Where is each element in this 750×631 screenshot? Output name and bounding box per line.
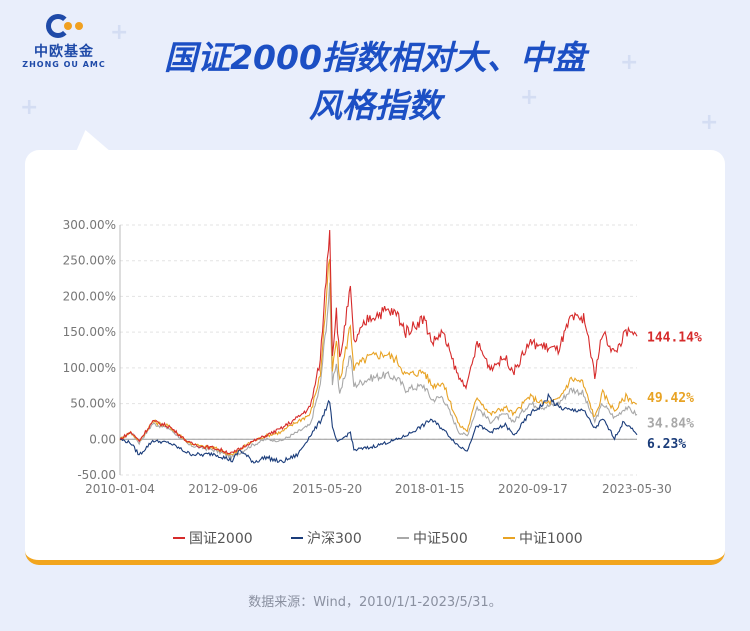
series-end-label-4: 49.42% <box>647 391 694 406</box>
legend-label-4: 中证1000 <box>519 531 583 547</box>
y-tick-label: -50.00 <box>77 468 116 482</box>
series-end-label-3: 34.84% <box>647 416 694 431</box>
logo-name-cn: 中欧基金 <box>34 44 94 60</box>
series-end-label-2: 6.23% <box>647 437 686 452</box>
legend-label-1: 国证2000 <box>189 531 253 547</box>
series-line-4 <box>119 259 638 456</box>
page-title-line1: 国证2000指数相对大、中盘 <box>164 38 586 77</box>
background-cross-decoration: + <box>520 85 539 110</box>
x-tick-label: 2012-09-06 <box>188 482 258 496</box>
legend-label-2: 沪深300 <box>307 531 362 547</box>
x-tick-label: 2015-05-20 <box>292 482 362 496</box>
page-title-line2: 风格指数 <box>309 86 441 125</box>
x-tick-label: 2020-09-17 <box>498 482 568 496</box>
logo-name-en: ZHONG OU AMC <box>22 60 106 69</box>
series-end-label-1: 144.14% <box>647 330 702 345</box>
y-tick-label: 250.00% <box>63 254 116 268</box>
y-tick-label: 200.00% <box>63 289 116 303</box>
series-line-2 <box>119 392 638 464</box>
data-source-note: 数据来源：Wind，2010/1/1-2023/5/31。 <box>248 595 502 610</box>
x-tick-label: 2018-01-15 <box>395 482 465 496</box>
background-cross-decoration: + <box>620 50 639 75</box>
legend-label-3: 中证500 <box>413 531 468 547</box>
line-chart: 300.00% 250.00% 200.00% 150.00% 100.00% 50.00… <box>63 218 702 547</box>
logo-mark-icon <box>34 14 94 44</box>
chart-card: 300.00% 250.00% 200.00% 150.00% 100.00% 50.00… <box>25 150 725 565</box>
y-tick-label: 150.00% <box>63 325 116 339</box>
y-tick-label: 100.00% <box>63 361 116 375</box>
y-tick-label: 300.00% <box>63 218 116 232</box>
brand-logo: 中欧基金 ZHONG OU AMC <box>14 14 114 70</box>
background-cross-decoration: + <box>20 95 39 120</box>
series-line-1 <box>119 229 638 455</box>
background-cross-decoration: + <box>110 20 129 45</box>
background-cross-decoration: + <box>700 110 719 135</box>
y-tick-label: 0.00 <box>89 432 116 446</box>
x-tick-label: 2010-01-04 <box>85 482 155 496</box>
x-tick-label: 2023-05-30 <box>602 482 672 496</box>
y-tick-label: 50.00% <box>70 397 116 411</box>
series-line-3 <box>119 282 638 461</box>
